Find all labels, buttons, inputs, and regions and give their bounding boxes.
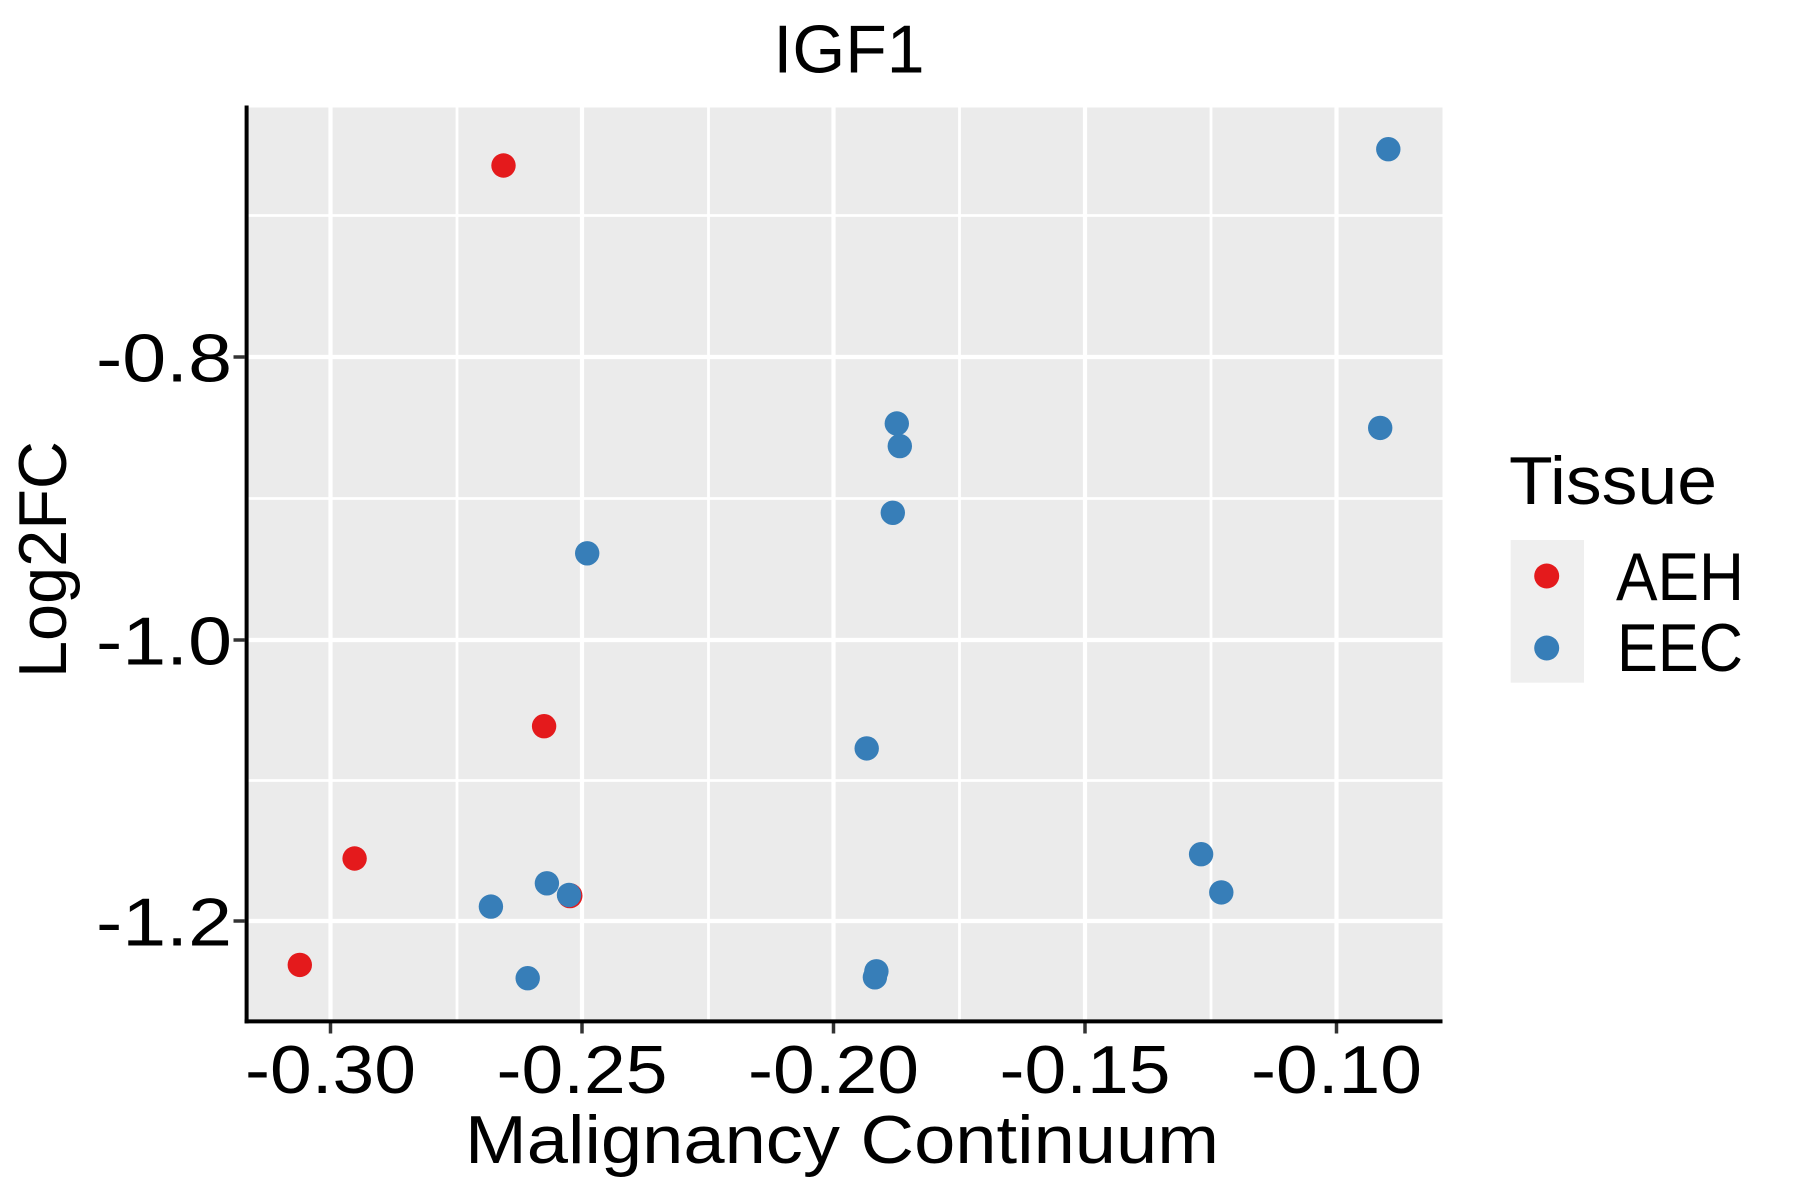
- svg-text:-0.20: -0.20: [748, 1032, 919, 1108]
- svg-text:IGF1: IGF1: [773, 11, 924, 87]
- svg-text:-1.0: -1.0: [96, 604, 232, 680]
- svg-text:EEC: EEC: [1617, 610, 1743, 686]
- svg-text:-0.15: -0.15: [1000, 1032, 1171, 1108]
- svg-text:Tissue: Tissue: [1509, 443, 1717, 519]
- svg-text:-0.10: -0.10: [1251, 1032, 1422, 1108]
- svg-text:-1.2: -1.2: [96, 885, 232, 961]
- svg-text:Log2FC: Log2FC: [5, 441, 81, 678]
- svg-text:-0.30: -0.30: [245, 1032, 416, 1108]
- svg-text:-0.25: -0.25: [497, 1032, 668, 1108]
- svg-text:-0.8: -0.8: [96, 321, 232, 397]
- svg-text:AEH: AEH: [1616, 539, 1744, 615]
- svg-text:Malignancy Continuum: Malignancy Continuum: [465, 1102, 1219, 1178]
